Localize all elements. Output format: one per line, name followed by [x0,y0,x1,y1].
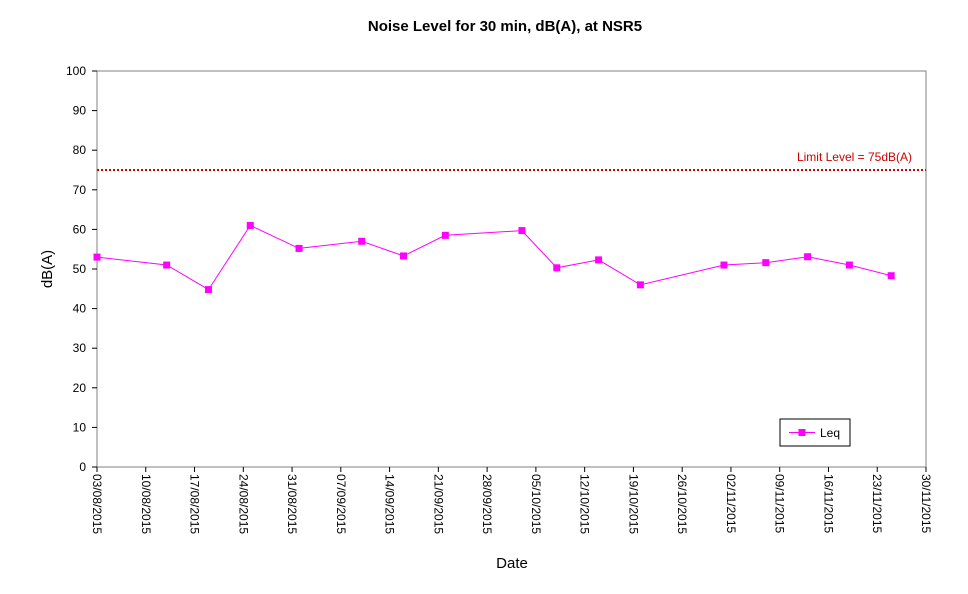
data-point [400,252,408,260]
data-point [804,253,812,261]
y-tick-label: 90 [73,104,87,118]
data-point [441,231,449,239]
data-point [246,221,254,229]
x-tick-label: 02/11/2015 [724,474,738,533]
data-point [636,281,644,289]
x-tick-label: 03/08/2015 [90,474,104,534]
limit-label: Limit Level = 75dB(A) [797,150,912,164]
y-tick-label: 10 [73,420,87,434]
x-tick-label: 12/10/2015 [578,474,592,534]
legend-label-leq: Leq [820,426,840,440]
x-tick-label: 28/09/2015 [480,474,494,534]
x-tick-label: 24/08/2015 [236,474,250,534]
y-tick-label: 0 [79,460,86,474]
x-tick-label: 10/08/2015 [139,474,153,534]
y-tick-label: 70 [73,183,87,197]
y-tick-label: 80 [73,143,87,157]
x-tick-label: 09/11/2015 [773,474,787,533]
data-point [204,286,212,294]
x-axis-title: Date [496,555,528,572]
data-point [762,259,770,267]
x-tick-label: 17/08/2015 [188,474,202,534]
y-axis: 0 10 20 30 40 50 60 70 80 90 100 [66,64,97,474]
series-leq [93,221,895,294]
data-point [845,261,853,269]
legend-marker [798,429,806,436]
data-point [720,261,728,269]
x-tick-label: 23/11/2015 [870,474,884,533]
data-point [887,272,895,280]
chart-title: Noise Level for 30 min, dB(A), at NSR5 [368,18,642,35]
x-tick-label: 31/08/2015 [285,474,299,534]
y-tick-label: 20 [73,381,87,395]
x-tick-label: 19/10/2015 [626,474,640,534]
plot-area [96,70,927,468]
data-point [595,256,603,264]
y-tick-label: 40 [73,302,87,316]
y-tick-label: 30 [73,341,87,355]
data-point [93,253,101,261]
legend: Leq [779,418,851,447]
data-point [553,264,561,272]
x-tick-label: 16/11/2015 [821,474,835,533]
x-tick-label: 14/09/2015 [383,474,397,534]
x-tick-label: 07/09/2015 [334,474,348,534]
data-point [518,227,526,235]
data-point [163,261,171,269]
y-tick-label: 60 [73,222,87,236]
x-tick-label: 21/09/2015 [431,474,445,534]
x-tick-label: 30/11/2015 [919,474,933,533]
x-axis: 03/08/2015 10/08/2015 17/08/2015 24/08/2015… [90,467,933,534]
x-tick-label: 05/10/2015 [529,474,543,534]
x-tick-label: 26/10/2015 [675,474,689,534]
data-point [358,237,366,245]
limit-line-group: Limit Level = 75dB(A) [97,150,926,171]
data-point [295,244,303,252]
y-tick-label: 100 [66,64,86,78]
y-tick-label: 50 [73,262,87,276]
y-axis-title: dB(A) [39,250,56,288]
